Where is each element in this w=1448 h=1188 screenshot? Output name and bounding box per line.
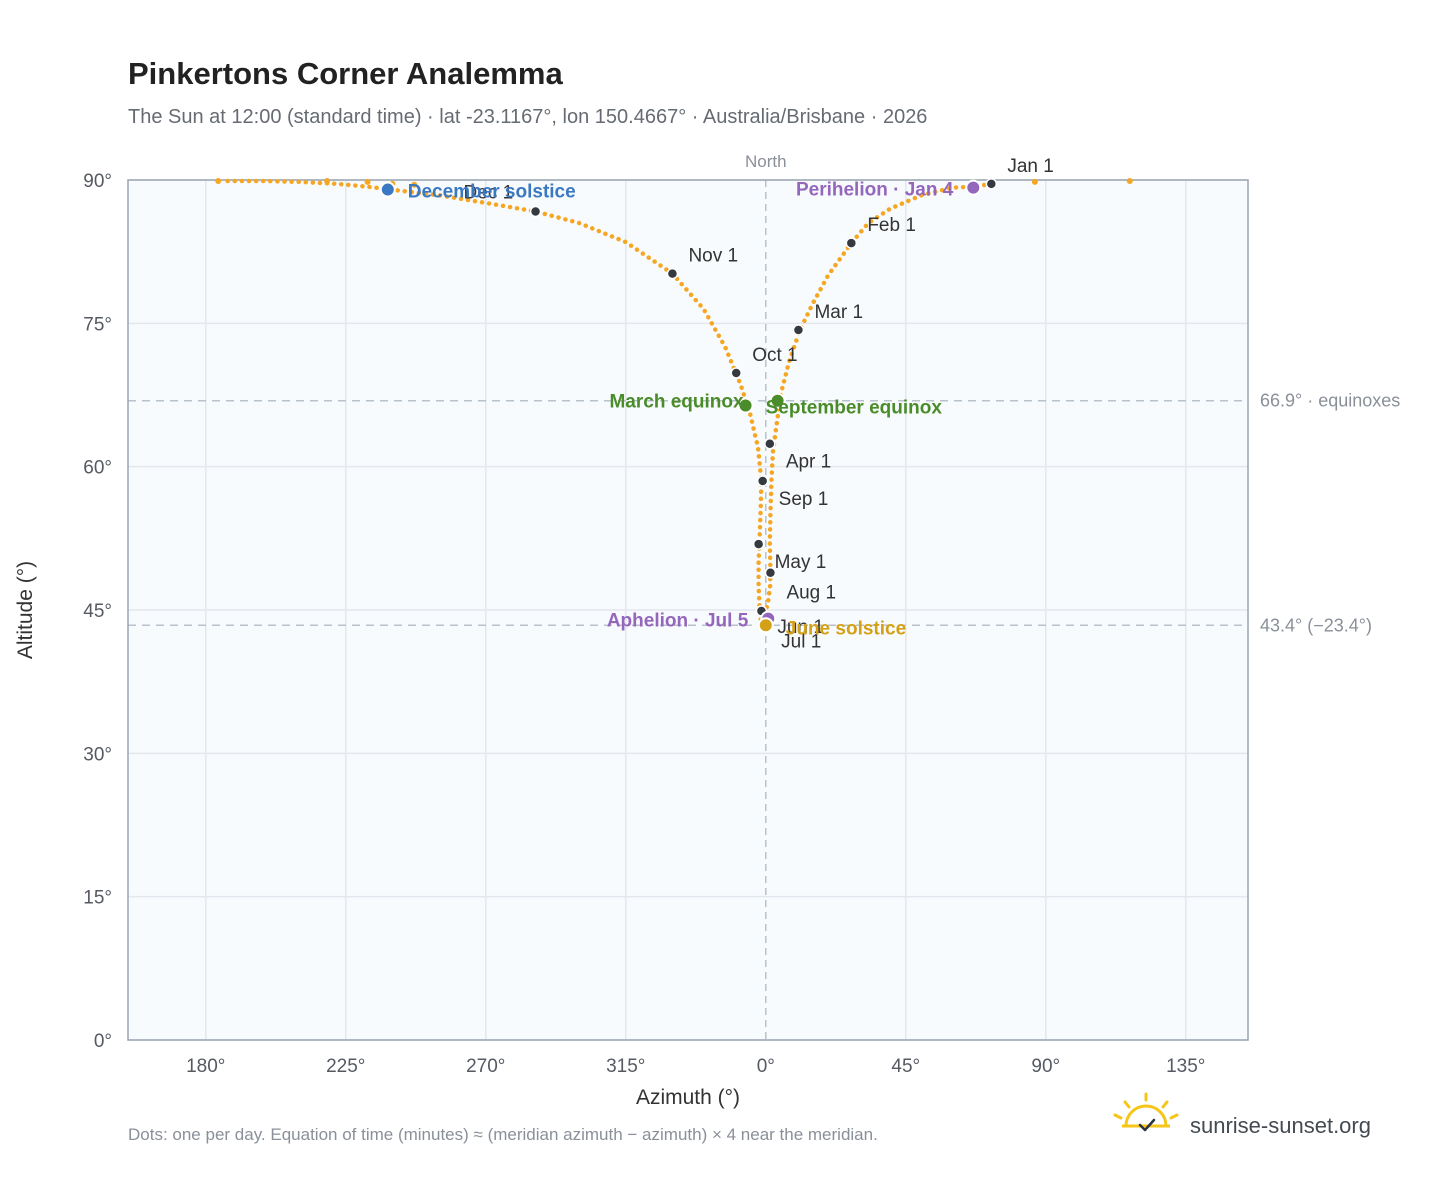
y-tick-label: 45°: [83, 601, 112, 622]
sun-check-icon: [1113, 1092, 1179, 1132]
event-label: June solstice: [786, 618, 906, 639]
x-axis-ticks: 180° 225° 270° 315° 0° 45° 90° 135°: [186, 1056, 1205, 1077]
event-markers: December solstice Perihelion · Jan 4 March…: [379, 179, 982, 639]
month-label: Jul 1: [781, 631, 821, 652]
month-label: Feb 1: [867, 215, 916, 236]
event-label: Perihelion · Jan 4: [796, 180, 954, 201]
reference-line-label: 43.4° (−23.4°): [1260, 615, 1372, 635]
month-label: Oct 1: [752, 345, 797, 366]
month-label: Nov 1: [688, 246, 738, 267]
event-label: December solstice: [408, 182, 576, 203]
chart-title: Pinkertons Corner Analemma: [128, 56, 563, 91]
month-dot: [666, 267, 679, 280]
event-label: Aphelion · Jul 5: [607, 611, 749, 632]
event-marker: December solstice: [379, 181, 576, 203]
month-marker: Apr 1: [764, 437, 831, 473]
plot-frame: [127, 179, 1249, 1041]
month-label: Apr 1: [786, 452, 831, 473]
month-label: Dec 1: [464, 183, 514, 204]
event-marker: September equinox: [766, 392, 943, 419]
event-dot: [965, 179, 982, 196]
month-marker: Aug 1: [764, 566, 836, 604]
reference-lines: 66.9° · equinoxes 43.4° (−23.4°): [128, 391, 1400, 635]
y-tick-label: 60°: [83, 458, 112, 479]
y-tick-label: 15°: [83, 888, 112, 909]
month-marker: May 1: [752, 538, 827, 573]
month-dot: [764, 566, 777, 579]
x-tick-label: 225°: [326, 1056, 365, 1077]
daily-dot: [215, 177, 222, 184]
event-label: March equinox: [609, 392, 744, 413]
x-tick-label: 270°: [466, 1056, 505, 1077]
month-label: Jan 1: [1007, 156, 1053, 177]
x-tick-label: 180°: [186, 1056, 225, 1077]
month-marker: Mar 1: [792, 302, 863, 336]
reference-line-label: 66.9° · equinoxes: [1260, 391, 1400, 411]
x-tick-label: 45°: [891, 1056, 920, 1077]
month-dot: [756, 475, 769, 487]
month-dot: [529, 205, 542, 218]
month-label: Sep 1: [779, 489, 829, 510]
event-dot: [379, 181, 396, 198]
footnote: Dots: one per day. Equation of time (min…: [128, 1125, 878, 1144]
month-marker: Dec 1: [464, 183, 542, 218]
daily-dot: [324, 177, 331, 184]
event-label: September equinox: [766, 398, 943, 419]
event-dot: [737, 397, 754, 414]
month-dot: [764, 437, 776, 450]
event-marker: June solstice: [757, 617, 906, 639]
y-tick-label: 30°: [83, 744, 112, 765]
brand-name: sunrise-sunset.org: [1190, 1113, 1371, 1138]
daily-dot: [411, 181, 418, 188]
x-tick-label: 135°: [1166, 1056, 1205, 1077]
daily-dot: [1031, 178, 1038, 185]
month-dot: [752, 538, 765, 550]
x-axis-label: Azimuth (°): [636, 1086, 740, 1109]
month-marker: Sep 1: [756, 475, 829, 510]
x-tick-label: 90°: [1031, 1056, 1060, 1077]
month-label: May 1: [775, 552, 827, 573]
month-marker: Jan 1: [985, 156, 1054, 190]
y-tick-label: 90°: [83, 171, 112, 192]
month-label: Mar 1: [814, 302, 863, 323]
event-dot: [769, 392, 786, 409]
y-tick-label: 0°: [94, 1031, 112, 1052]
month-dot: [985, 178, 998, 190]
north-label: North: [745, 152, 787, 171]
daily-dot: [1126, 177, 1133, 184]
month-dot: [845, 237, 858, 249]
month-marker: Nov 1: [666, 246, 738, 280]
month-dot: [792, 324, 805, 336]
month-label: Aug 1: [786, 583, 836, 604]
month-marker: Oct 1: [730, 345, 798, 379]
x-tick-label: 315°: [606, 1056, 645, 1077]
month-dot: [730, 367, 742, 379]
y-tick-label: 75°: [83, 314, 112, 335]
month-marker: Feb 1: [845, 215, 916, 249]
y-axis-label: Altitude (°): [14, 561, 37, 659]
event-marker: Perihelion · Jan 4: [796, 179, 982, 201]
month-label: Jun 1: [777, 617, 823, 638]
x-tick-label: 0°: [757, 1056, 775, 1077]
chart-subtitle: The Sun at 12:00 (standard time) · lat -…: [128, 106, 927, 128]
daily-dot: [364, 178, 371, 185]
event-dot: [757, 617, 774, 634]
event-marker: March equinox: [609, 392, 754, 414]
y-axis-ticks: 0° 15° 30° 45° 60° 75° 90°: [83, 171, 112, 1052]
